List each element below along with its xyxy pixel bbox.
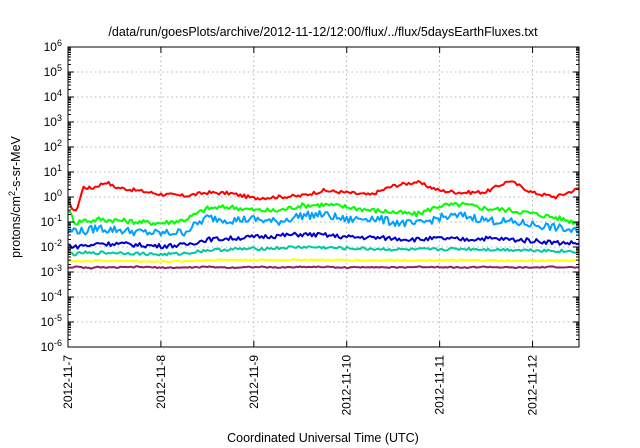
y-tick-label-base: 10 bbox=[44, 140, 58, 154]
y-tick-label-exponent: 4 bbox=[57, 88, 62, 98]
y-tick-label-base: 10 bbox=[41, 315, 55, 329]
y-tick-label: 10-1 bbox=[41, 213, 62, 229]
x-tick-label: 2012-11-8 bbox=[154, 355, 168, 409]
x-tick-labels: 2012-11-7 2012-11-8 2012-11-9 2012-11-10 201… bbox=[61, 355, 540, 416]
y-axis-label-superscript: 2 bbox=[7, 191, 17, 196]
y-tick-label: 10-6 bbox=[41, 338, 62, 354]
series-layer bbox=[67, 180, 580, 270]
y-tick-label-base: 10 bbox=[44, 65, 58, 79]
x-axis-label: Coordinated Universal Time (UTC) bbox=[227, 431, 419, 445]
y-tick-label: 10-2 bbox=[41, 238, 62, 254]
series-line-5 bbox=[67, 245, 580, 257]
y-tick-label: 103 bbox=[44, 113, 62, 129]
y-tick-label-exponent: -2 bbox=[54, 238, 62, 248]
y-tick-label-base: 10 bbox=[44, 190, 58, 204]
x-tick-label: 2012-11-10 bbox=[340, 355, 354, 416]
y-tick-label-base: 10 bbox=[44, 90, 58, 104]
y-axis-label: protons/cm2-s-sr-MeV bbox=[7, 135, 23, 257]
y-tick-label-base: 10 bbox=[41, 240, 55, 254]
y-tick-label-exponent: -4 bbox=[54, 288, 62, 298]
y-tick-label: 10-5 bbox=[41, 313, 62, 329]
series-line-7 bbox=[67, 265, 580, 270]
y-tick-label-exponent: -1 bbox=[54, 213, 62, 223]
y-tick-label-exponent: -5 bbox=[54, 313, 62, 323]
grid-layer bbox=[68, 47, 579, 347]
y-tick-label-exponent: -6 bbox=[54, 338, 62, 348]
y-tick-label: 106 bbox=[44, 38, 62, 54]
y-tick-label: 101 bbox=[44, 163, 62, 179]
y-tick-label-base: 10 bbox=[41, 215, 55, 229]
y-tick-label-exponent: 6 bbox=[57, 38, 62, 48]
y-tick-label-base: 10 bbox=[44, 165, 58, 179]
y-tick-labels: 10-610-510-410-310-210-11001011021031041… bbox=[41, 38, 62, 354]
chart-title: /data/run/goesPlots/archive/2012-11-12/1… bbox=[108, 25, 538, 39]
series-line-4 bbox=[67, 231, 580, 250]
series-line-2 bbox=[67, 201, 580, 226]
y-tick-label-base: 10 bbox=[41, 265, 55, 279]
x-tick-label: 2012-11-9 bbox=[247, 355, 261, 409]
series-line-6 bbox=[67, 258, 580, 263]
y-tick-label-exponent: -3 bbox=[54, 263, 62, 273]
y-tick-label-base: 10 bbox=[41, 290, 55, 304]
x-tick-label: 2012-11-11 bbox=[433, 355, 447, 415]
y-tick-label: 10-3 bbox=[41, 263, 62, 279]
series-line-1 bbox=[67, 180, 580, 212]
y-tick-label-base: 10 bbox=[44, 40, 58, 54]
tick-layer bbox=[67, 46, 579, 348]
y-tick-label: 105 bbox=[44, 63, 62, 79]
y-tick-label-exponent: 5 bbox=[57, 63, 62, 73]
y-tick-label-exponent: 1 bbox=[57, 163, 62, 173]
y-tick-label: 100 bbox=[44, 188, 62, 204]
y-tick-label-exponent: 3 bbox=[57, 113, 62, 123]
y-tick-label: 102 bbox=[44, 138, 62, 154]
y-axis-label-part2: -s-sr-MeV bbox=[9, 135, 23, 191]
x-tick-label: 2012-11-12 bbox=[526, 355, 540, 416]
x-tick-label: 2012-11-7 bbox=[61, 355, 75, 409]
y-axis-label-part1: protons/cm bbox=[9, 196, 23, 258]
y-tick-label-base: 10 bbox=[41, 340, 55, 354]
y-tick-label: 10-4 bbox=[41, 288, 62, 304]
y-tick-label-exponent: 2 bbox=[57, 138, 62, 148]
series-line-3 bbox=[67, 210, 580, 237]
y-tick-label: 104 bbox=[44, 88, 62, 104]
y-tick-label-exponent: 0 bbox=[57, 188, 62, 198]
y-tick-label-base: 10 bbox=[44, 115, 58, 129]
